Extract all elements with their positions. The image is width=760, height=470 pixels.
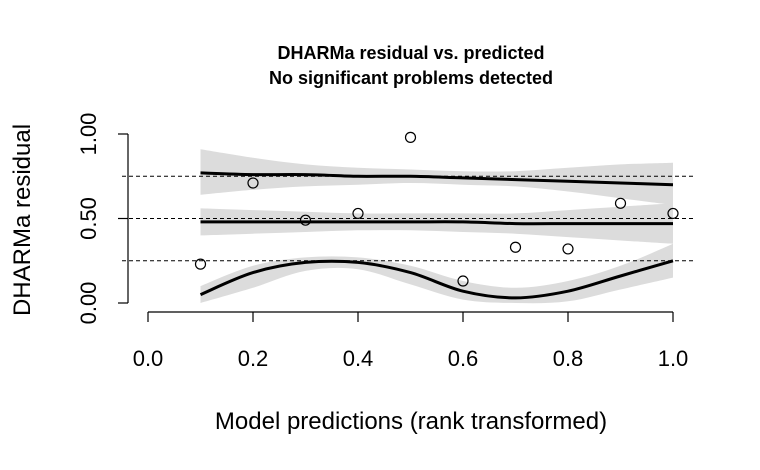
quantile-curve-3	[200, 171, 674, 187]
quantile-band-2	[200, 203, 673, 244]
residual-point	[299, 214, 312, 226]
x-tick-label: 0.8	[553, 346, 584, 371]
y-axis-label: DHARMa residual	[9, 124, 36, 316]
x-axis-label: Model predictions (rank transformed)	[215, 408, 607, 435]
x-tick-label: 0.2	[238, 346, 269, 371]
y-axis: 0.00 0.50 1.00	[76, 113, 129, 325]
x-tick-label: 0.0	[133, 346, 164, 371]
residual-point	[457, 275, 469, 287]
residual-point	[562, 243, 574, 255]
residual-point	[247, 177, 259, 189]
quantile-band-1	[200, 243, 673, 304]
residual-points	[194, 131, 679, 287]
chart-subtitle: No significant problems detected	[269, 68, 553, 88]
chart-title: DHARMa residual vs. predicted	[277, 43, 544, 63]
x-tick-label: 0.4	[343, 346, 374, 371]
residual-point	[509, 241, 522, 253]
residual-point	[194, 258, 207, 270]
quantile-curves	[199, 171, 674, 300]
y-tick-label: 0.50	[76, 197, 101, 240]
x-tick-label: 0.6	[448, 346, 479, 371]
quantile-curve-2	[200, 220, 673, 226]
x-axis: 0.0 0.2 0.4 0.6 0.8 1.0	[133, 311, 689, 371]
residual-point	[404, 131, 417, 143]
quantile-curve-1	[199, 259, 674, 300]
residual-point	[352, 207, 364, 220]
y-tick-label: 0.00	[76, 282, 101, 325]
residual-point	[614, 197, 627, 209]
residual-point	[667, 207, 679, 220]
y-tick-label: 1.00	[76, 113, 101, 156]
x-tick-label: 1.0	[658, 346, 689, 371]
